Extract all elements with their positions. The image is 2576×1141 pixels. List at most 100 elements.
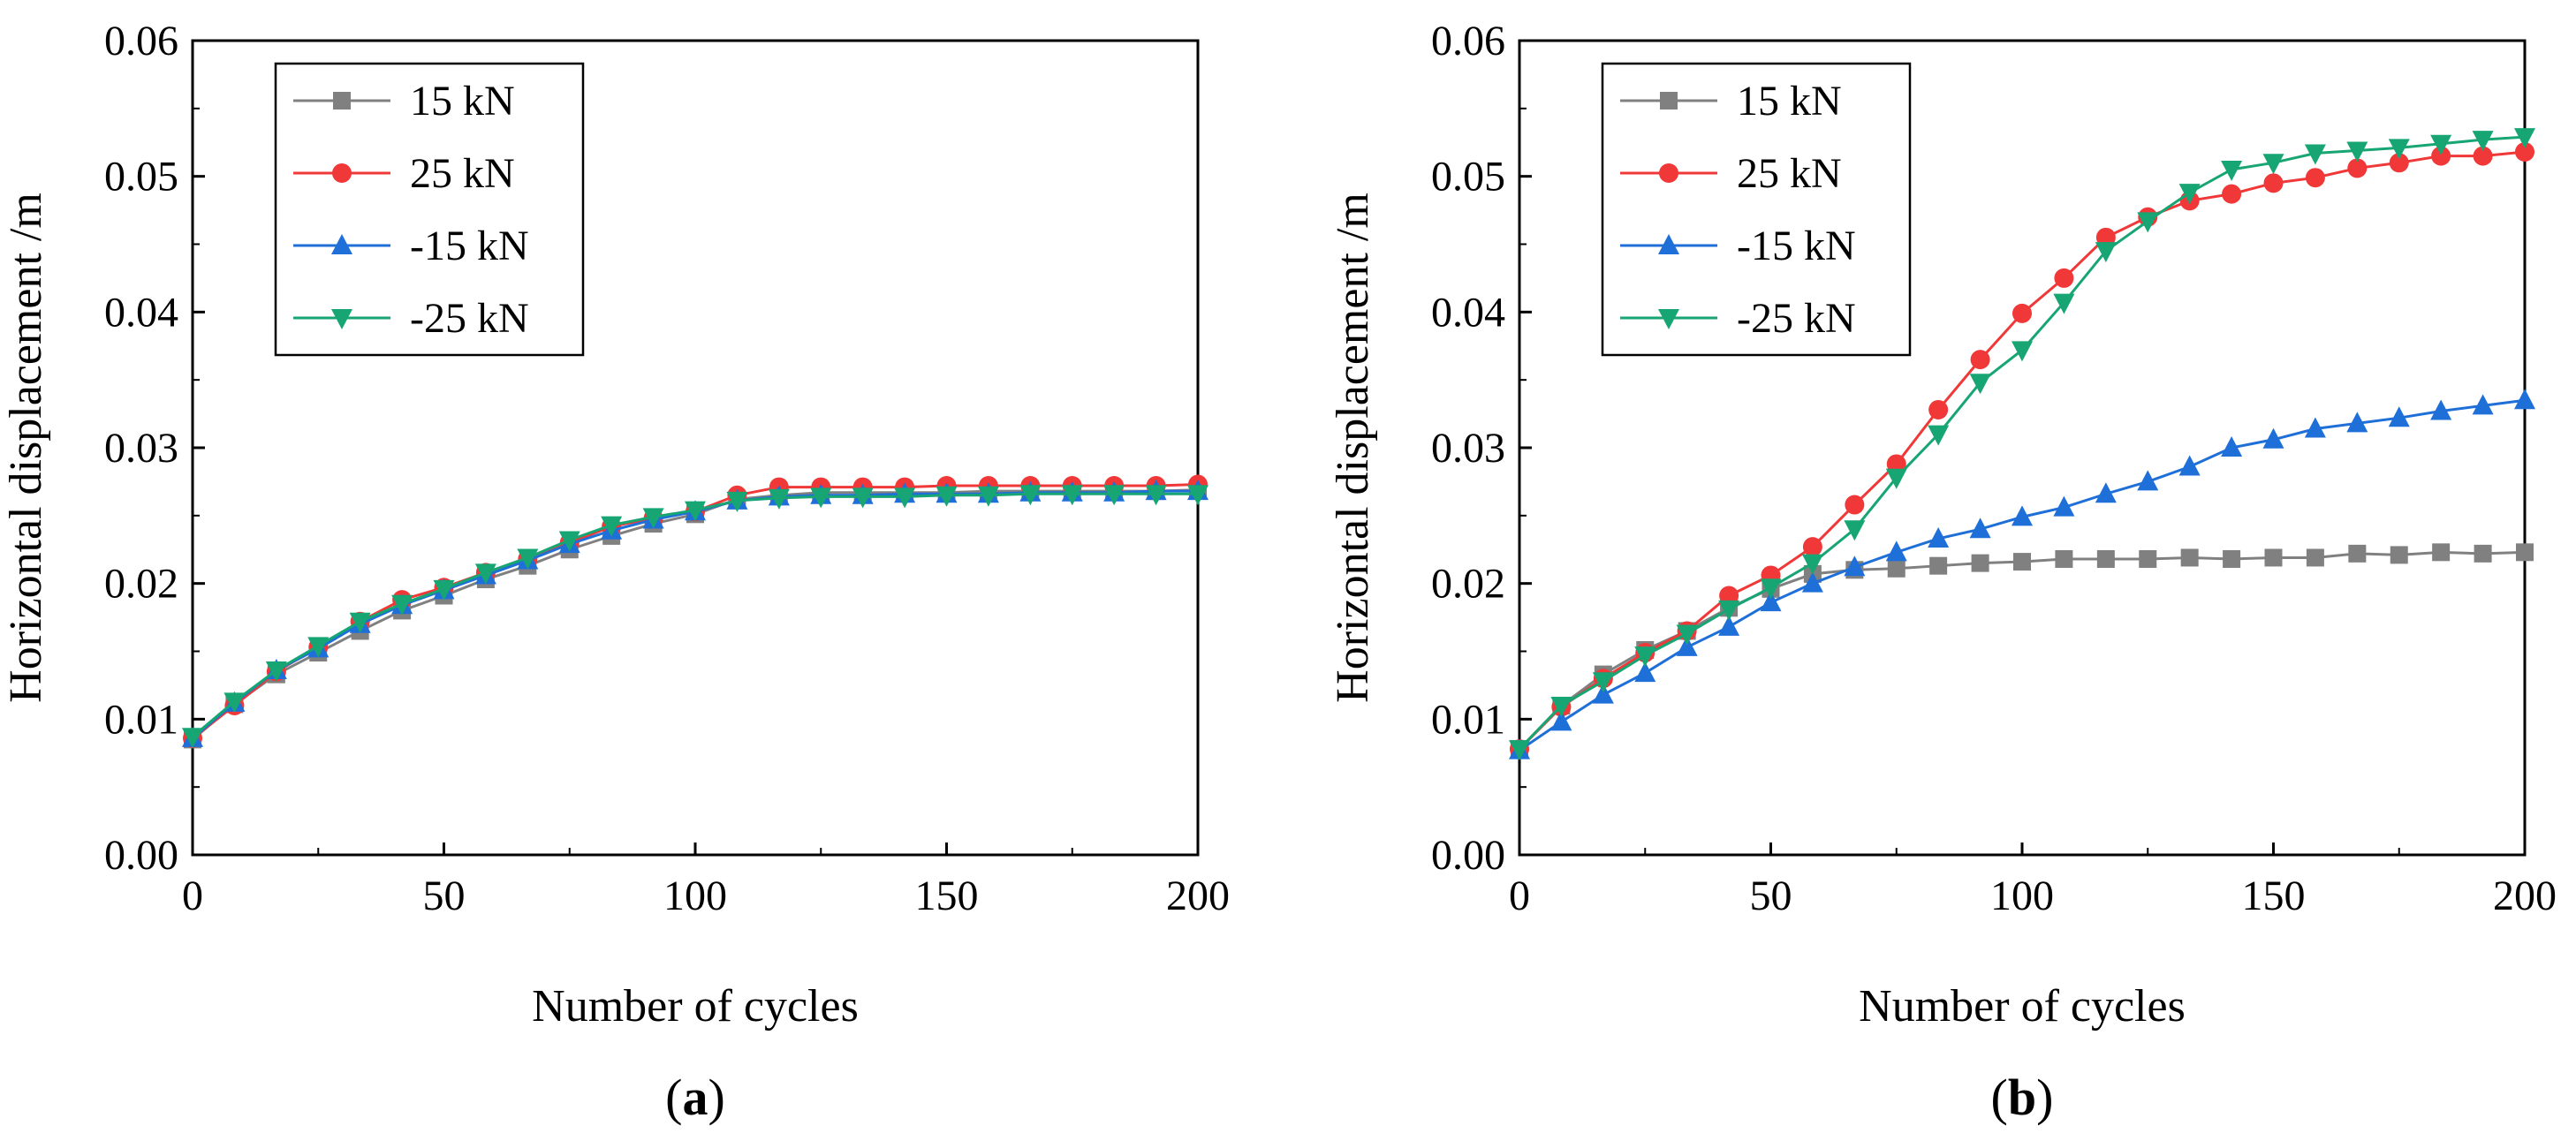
data-point (1928, 425, 1950, 446)
legend: 15 kN 25 kN -15 kN -25 kN (1601, 62, 1912, 357)
legend-marker (1658, 234, 1679, 254)
data-point (2013, 553, 2031, 571)
data-point (2514, 128, 2535, 149)
data-point (2178, 184, 2201, 205)
y-tick-label: 0.05 (1431, 154, 1505, 200)
legend-label: -25 kN (410, 295, 529, 342)
x-tick-label: 200 (2493, 873, 2557, 919)
legend-marker (331, 234, 352, 254)
data-point (1929, 556, 1948, 575)
x-tick-label: 100 (1990, 873, 2054, 919)
data-point (1928, 399, 1949, 419)
data-point (2095, 482, 2117, 503)
data-point (2388, 139, 2410, 160)
data-point (1634, 646, 1656, 668)
y-tick-label: 0.02 (1431, 561, 1505, 608)
data-point (2432, 543, 2451, 562)
legend-box (274, 62, 585, 357)
series-15kN (1511, 543, 2534, 759)
data-point (936, 486, 958, 507)
legend-marker (1658, 309, 1679, 329)
x-axis-title: Number of cycles (532, 981, 859, 1031)
data-point (2472, 131, 2494, 152)
series-line (1518, 550, 2526, 751)
data-point (2430, 399, 2452, 420)
y-axis-title: Horizontal displacement /m (1, 193, 51, 703)
data-point (2012, 505, 2033, 526)
series-neg25kN (1509, 128, 2535, 761)
data-point (2472, 394, 2494, 415)
data-point (2095, 242, 2117, 263)
legend-label: -25 kN (1737, 295, 1856, 342)
data-point (2264, 548, 2283, 567)
data-point (685, 501, 706, 522)
legend-marker (1659, 163, 1678, 183)
data-point (517, 548, 539, 570)
panel-label: (a) (665, 1069, 725, 1126)
y-tick-label: 0.03 (1431, 425, 1505, 472)
legend-label: -15 kN (410, 223, 529, 269)
data-point (2221, 436, 2243, 457)
x-tick-label: 0 (182, 873, 203, 919)
y-tick-label: 0.03 (104, 425, 178, 472)
data-point (2178, 455, 2201, 476)
y-tick-label: 0.01 (104, 696, 178, 743)
legend-marker (331, 309, 352, 329)
data-point (1844, 520, 1866, 541)
data-point (1187, 485, 1208, 506)
data-point (2515, 142, 2534, 162)
data-point (2430, 134, 2452, 155)
data-point (977, 486, 999, 507)
data-point (1885, 540, 1907, 562)
chart-panel-a: 0 50 100 150 200 0.00 0.01 0.02 0.03 0.04 0.05 0.06… (1, 18, 1230, 1126)
data-point (349, 612, 371, 633)
data-point (2346, 141, 2368, 162)
data-point (1676, 624, 1698, 646)
data-point (1634, 661, 1656, 683)
y-tick-label: 0.04 (104, 289, 178, 336)
data-point (1550, 710, 1572, 731)
y-tick-label: 0.06 (1431, 18, 1505, 64)
y-axis-title: Horizontal displacement /m (1328, 193, 1378, 703)
data-point (2473, 146, 2493, 166)
x-axis-title: Number of cycles (1859, 981, 2186, 1031)
data-point (601, 516, 623, 537)
panel-label-open: ( (665, 1069, 682, 1126)
data-point (2389, 153, 2409, 173)
data-point (2348, 544, 2367, 563)
data-point (2474, 544, 2492, 563)
data-point (1592, 683, 1614, 704)
panel-label-open: ( (1991, 1069, 2008, 1126)
data-point (1887, 559, 1905, 578)
data-point (1885, 468, 1907, 489)
data-point (1971, 554, 1989, 572)
legend-label: -15 kN (1737, 223, 1856, 269)
x-tick-label: 150 (915, 873, 979, 919)
data-point (1845, 495, 1865, 515)
data-point (2055, 550, 2073, 569)
x-tick-label: 0 (1509, 873, 1530, 919)
data-point (2388, 406, 2410, 427)
data-point (1802, 537, 1822, 557)
data-point (1550, 696, 1572, 717)
data-point (391, 594, 413, 616)
data-point (1801, 554, 1823, 575)
legend-marker (332, 163, 352, 183)
data-point (2012, 303, 2032, 323)
legend-label: 15 kN (1737, 78, 1842, 125)
data-point (1676, 635, 1698, 656)
x-tick-label: 100 (663, 873, 727, 919)
data-point (2304, 144, 2326, 165)
data-point (2223, 550, 2241, 569)
data-point (433, 579, 455, 601)
data-point (2262, 427, 2284, 449)
x-tick-label: 50 (1750, 873, 1792, 919)
data-point (2305, 168, 2325, 188)
data-point (1145, 485, 1167, 506)
data-point (1760, 591, 1782, 612)
y-tick-label: 0.02 (104, 561, 178, 608)
data-point (1718, 615, 1740, 636)
data-point (1760, 578, 1782, 600)
legend-label: 25 kN (410, 150, 515, 197)
